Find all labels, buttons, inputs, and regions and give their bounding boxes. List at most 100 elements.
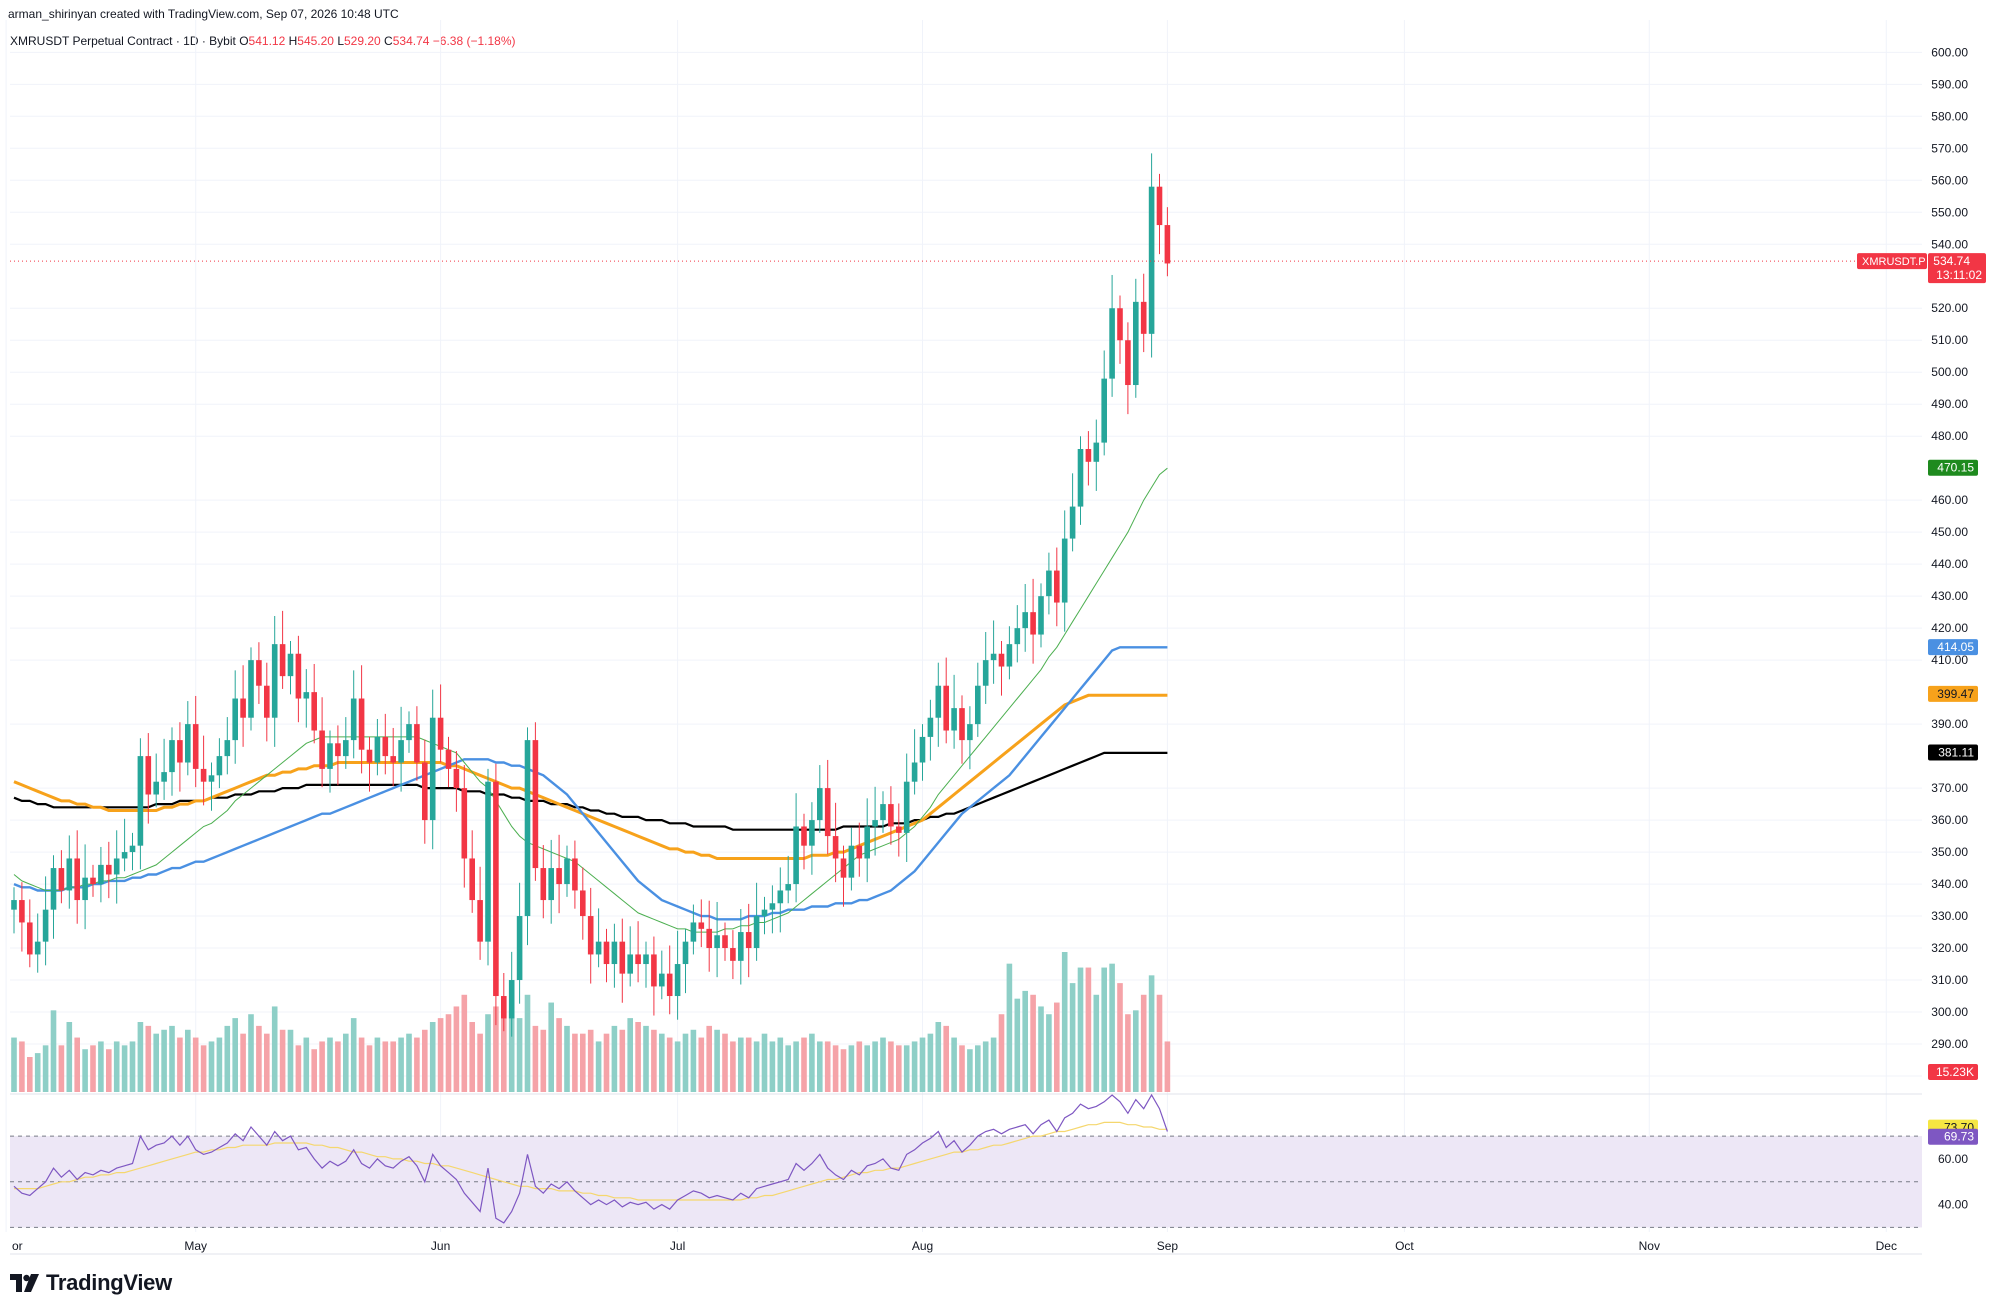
volume-bar	[627, 1018, 633, 1092]
candle-body	[896, 826, 902, 833]
candle-body	[967, 724, 973, 741]
candle-body	[745, 932, 752, 949]
volume-bar	[437, 1018, 444, 1092]
candle-body	[1156, 186, 1163, 226]
volume-bar	[935, 1022, 942, 1092]
candle-body	[840, 858, 847, 878]
volume-bar	[959, 1045, 965, 1092]
volume-bar	[445, 1014, 452, 1092]
price-tick-label: 480.00	[1931, 429, 1968, 443]
author-credit: arman_shirinyan created with TradingView…	[8, 7, 399, 21]
volume-bar	[264, 1033, 270, 1092]
volume-bar	[66, 1022, 73, 1092]
candle-body	[943, 685, 949, 731]
volume-bar	[327, 1037, 333, 1092]
volume-bar	[153, 1033, 159, 1092]
volume-bar	[169, 1025, 175, 1092]
ma-value-label: 414.05	[1937, 640, 1974, 654]
volume-bar	[967, 1049, 973, 1092]
candle-body	[264, 685, 270, 718]
price-tick-label: 320.00	[1931, 941, 1968, 955]
candle-body	[232, 698, 238, 741]
candle-body	[785, 884, 791, 891]
volume-bar	[777, 1037, 784, 1092]
candle-body	[224, 740, 231, 757]
open-value: 541.12	[248, 34, 286, 48]
volume-bar	[896, 1045, 902, 1092]
grid-lines	[5, 20, 1922, 1255]
candle-body	[374, 736, 381, 763]
candle-body	[161, 772, 167, 782]
candle-body	[453, 768, 460, 789]
candle-body	[975, 685, 981, 725]
rsi-value-label: 69.73	[1944, 1130, 1974, 1144]
volume-bar	[366, 1045, 373, 1092]
price-tick-label: 600.00	[1931, 45, 1968, 59]
moving-averages	[13, 467, 1168, 933]
time-tick-label: or	[12, 1239, 23, 1253]
price-tick-label: 330.00	[1931, 909, 1968, 923]
candle-body	[587, 916, 594, 955]
volume-bar	[42, 1045, 49, 1092]
volume-bar	[556, 1018, 562, 1092]
volume-value-label: 15.23K	[1936, 1065, 1974, 1079]
volume-bar	[422, 1029, 428, 1092]
ma-green-line	[13, 467, 1168, 933]
candle-body	[1054, 570, 1060, 603]
volume-bar	[358, 1037, 365, 1092]
candle-body	[1069, 506, 1076, 539]
low-label: L	[337, 34, 344, 48]
candle-body	[145, 756, 152, 795]
tradingview-brand[interactable]: TradingView	[10, 1270, 172, 1296]
symbol-title[interactable]: XMRUSDT Perpetual Contract · 1D · Bybit	[10, 34, 236, 48]
volume-bar	[82, 1049, 88, 1092]
candle-body	[398, 740, 404, 763]
candle-body	[880, 804, 886, 821]
candle-body	[469, 858, 475, 901]
volume-bar	[706, 1025, 712, 1092]
volume-bar	[1109, 963, 1115, 1092]
volume-bar	[927, 1033, 934, 1092]
volume-bar	[793, 1041, 799, 1092]
volume-bar	[208, 1041, 215, 1092]
volume-bar	[722, 1033, 728, 1092]
volume-bar	[911, 1041, 918, 1092]
volume-bar	[343, 1033, 349, 1092]
volume-bar	[1014, 998, 1021, 1092]
volume-bar	[232, 1018, 238, 1092]
volume-bar	[240, 1033, 246, 1092]
price-tick-label: 450.00	[1931, 525, 1968, 539]
price-tick-label: 560.00	[1931, 173, 1968, 187]
high-label: H	[288, 34, 298, 48]
ma-value-label: 399.47	[1937, 687, 1974, 701]
candlesticks[interactable]	[11, 153, 1171, 1037]
volume-bar	[137, 1022, 144, 1092]
candle-body	[532, 740, 539, 869]
candle-body	[477, 900, 483, 942]
candle-body	[793, 826, 799, 885]
volume-bar	[809, 1033, 815, 1092]
candle-body	[1140, 301, 1147, 334]
volume-bar	[192, 1037, 199, 1092]
open-label: O	[239, 34, 249, 48]
candle-body	[366, 749, 373, 763]
volume-value-label-bg	[1928, 1064, 1978, 1080]
candle-body	[627, 954, 633, 974]
volume-bar	[501, 1018, 507, 1092]
change-value: −6.38 (−1.18%)	[432, 34, 516, 48]
price-tick-label: 340.00	[1931, 877, 1968, 891]
candle-body	[1133, 301, 1139, 386]
candle-body	[358, 698, 365, 750]
volume-bar	[872, 1041, 878, 1092]
volume-bar	[690, 1029, 697, 1092]
candle-body	[1022, 612, 1028, 629]
candle-body	[445, 749, 452, 769]
time-tick-label: Jul	[670, 1239, 685, 1253]
volume-bar	[98, 1041, 104, 1092]
candle-body	[422, 762, 428, 821]
volume-bar	[753, 1041, 760, 1092]
candle-body	[730, 948, 736, 961]
rsi-pane[interactable]	[10, 1093, 1922, 1228]
volume-bar	[113, 1041, 120, 1092]
